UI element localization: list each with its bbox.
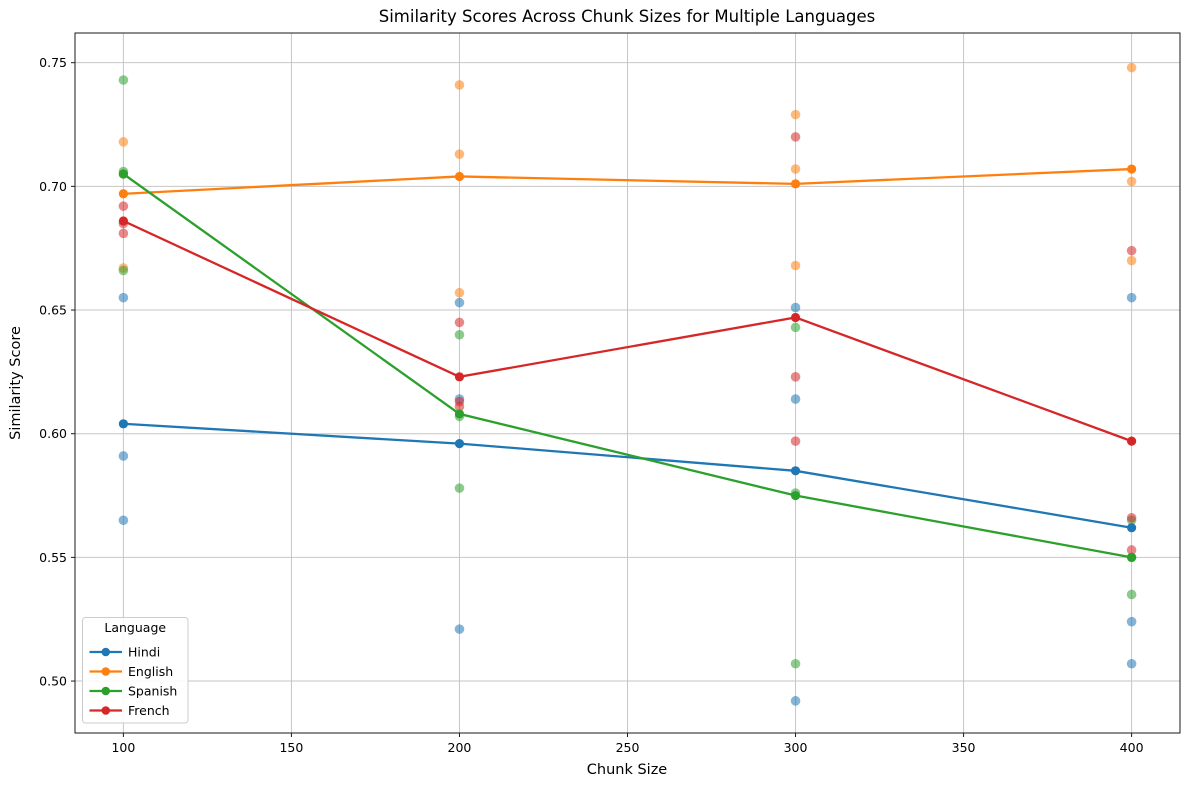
y-tick-label: 0.75 [39, 55, 67, 70]
line-marker-spanish [1127, 552, 1137, 562]
legend: Language Hindi English Spanish French [82, 617, 189, 724]
scatter-point-spanish [790, 322, 801, 333]
y-axis-label: Similarity Score [8, 326, 24, 440]
scatter-point-hindi [454, 624, 465, 634]
y-tick-label: 0.60 [39, 426, 67, 441]
scatter-point-hindi [1126, 292, 1137, 303]
scatter-point-english [1126, 62, 1137, 73]
scatter-point-spanish [118, 265, 129, 276]
x-tick-label: 100 [111, 740, 135, 755]
line-marker-french [454, 372, 465, 382]
scatter-point-hindi [790, 696, 801, 706]
x-tick-label: 350 [952, 740, 976, 755]
chart-title: Similarity Scores Across Chunk Sizes for… [379, 7, 875, 26]
legend-label-spanish: Spanish [128, 684, 177, 699]
x-tick-label: 300 [784, 740, 808, 755]
line-spanish [122, 172, 1133, 559]
scatter-point-english [454, 287, 465, 298]
legend-marker-spanish [101, 686, 111, 696]
scatter-point-spanish [454, 483, 465, 493]
scatter-point-hindi [118, 515, 129, 526]
scatter-point-english [118, 137, 129, 147]
scatter-point-english [1126, 176, 1137, 187]
scatter-point-french [454, 401, 465, 412]
scatter-point-english [790, 109, 801, 120]
scatter-point-hindi [790, 394, 801, 404]
scatter-point-hindi [1126, 616, 1137, 627]
scatter-point-spanish [790, 658, 801, 669]
scatter-point-english [1126, 255, 1137, 266]
y-tick-label: 0.50 [39, 674, 67, 689]
line-marker-spanish [118, 169, 128, 179]
x-tick-label: 200 [448, 740, 472, 755]
line-marker-english [790, 179, 801, 189]
line-marker-french [1127, 436, 1137, 446]
x-tick-label: 250 [616, 740, 640, 755]
legend-marker-hindi [101, 647, 111, 657]
gridlines [75, 33, 1180, 733]
line-marker-english [454, 171, 465, 182]
line-marker-hindi [118, 419, 128, 429]
scatter-point-hindi [118, 451, 129, 461]
line-marker-english [1127, 164, 1137, 174]
scatter-point-french [1126, 545, 1137, 555]
scatter-point-french [790, 436, 801, 446]
legend-label-french: French [128, 703, 170, 718]
scatter-point-french [790, 132, 801, 142]
scatter-point-hindi [118, 292, 129, 303]
x-axis-label: Chunk Size [587, 762, 668, 778]
scatter-point-spanish [118, 75, 129, 85]
legend-label-english: English [128, 664, 173, 679]
y-tick-label: 0.65 [39, 303, 67, 318]
axis-ticks: 100 150 200 250 300 350 400 0.50 0.55 0.60 0.65 0.7… [39, 55, 1143, 755]
scatter-point-english [454, 149, 465, 160]
series-lines [118, 164, 1137, 562]
scatter-point-french [454, 317, 465, 328]
y-tick-label: 0.55 [39, 550, 67, 565]
line-marker-hindi [1127, 523, 1137, 533]
legend-title: Language [104, 620, 166, 635]
scatter-point-english [790, 260, 801, 271]
y-tick-label: 0.70 [39, 179, 67, 194]
scatter-point-french [118, 201, 129, 211]
scatter-point-spanish [1126, 589, 1137, 600]
line-french [122, 219, 1133, 443]
line-marker-french [790, 312, 801, 323]
x-tick-label: 400 [1120, 740, 1144, 755]
legend-label-hindi: Hindi [128, 645, 160, 660]
legend-marker-english [101, 667, 111, 676]
scatter-point-english [454, 80, 465, 90]
x-tick-label: 150 [279, 740, 303, 755]
line-marker-english [118, 189, 128, 199]
line-english [122, 167, 1133, 195]
line-marker-hindi [790, 466, 801, 476]
line-marker-spanish [790, 490, 801, 501]
scatter-point-hindi [790, 302, 801, 313]
line-marker-hindi [454, 439, 465, 449]
line-marker-french [118, 216, 128, 226]
scatter-point-french [1126, 245, 1137, 256]
scatter-point-hindi [454, 297, 465, 308]
scatter-point-hindi [1126, 658, 1137, 669]
scatter-point-spanish [454, 329, 465, 340]
legend-box [82, 617, 189, 724]
scatter-point-english [790, 164, 801, 174]
scatter-point-french [790, 372, 801, 382]
scatter-point-french [1126, 513, 1137, 523]
line-hindi [122, 422, 1133, 529]
scatter-point-french [118, 228, 129, 239]
legend-marker-french [101, 706, 111, 715]
line-marker-spanish [454, 409, 465, 419]
